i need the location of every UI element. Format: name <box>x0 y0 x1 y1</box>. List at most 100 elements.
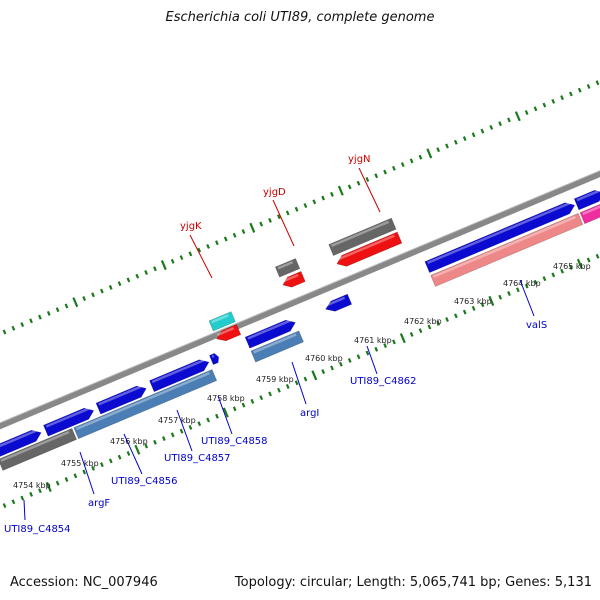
genome-title: Escherichia coli UTI89, complete genome <box>165 10 435 25</box>
inner-tick-mark <box>188 424 193 430</box>
outer-tick-mark <box>330 191 334 197</box>
inner-tick-mark <box>542 276 547 282</box>
inner-tick-mark <box>161 436 166 442</box>
outer-tick-mark <box>241 229 246 235</box>
forward-cds-block-shine <box>247 319 291 340</box>
forward-gene-block-shine <box>76 371 210 431</box>
scale-label: 4761 kbp <box>354 336 392 345</box>
inner-tick-mark <box>144 443 149 449</box>
outer-tick-mark <box>392 165 396 171</box>
outer-tick-mark <box>542 102 547 108</box>
reverse-cds-block-shine <box>282 273 299 283</box>
gene-label-leader <box>366 345 378 375</box>
inner-tick-mark <box>311 370 318 381</box>
inner-tick-mark <box>303 376 308 382</box>
inner-tick-mark <box>480 302 485 308</box>
outer-tick-mark <box>551 98 556 104</box>
outer-tick-mark <box>20 322 25 328</box>
inner-tick-mark <box>55 480 60 486</box>
gray-gene-block-shine <box>0 430 70 462</box>
inner-tick-mark <box>29 491 33 497</box>
outer-tick-mark <box>303 203 308 208</box>
outer-tick-mark <box>285 210 290 216</box>
gray-gene-block-shine <box>330 220 390 247</box>
inner-tick-mark <box>507 291 511 296</box>
inner-tick-mark <box>179 428 184 434</box>
outer-tick-mark <box>321 195 325 201</box>
outer-tick-mark <box>268 217 272 223</box>
outer-tick-mark <box>82 296 87 301</box>
outer-tick-mark <box>91 292 95 298</box>
outer-tick-mark <box>144 270 148 275</box>
outer-tick-mark <box>11 325 16 331</box>
gene-label-leader <box>189 234 213 279</box>
outer-tick-mark <box>188 251 193 257</box>
inner-tick-mark <box>100 462 104 468</box>
outer-tick-mark <box>64 303 69 309</box>
genome-backbone <box>0 134 600 466</box>
outer-tick-mark <box>383 169 387 175</box>
inner-tick-mark <box>445 317 449 322</box>
inner-tick-mark <box>560 268 564 274</box>
inner-tick-mark <box>91 465 95 471</box>
outer-tick-mark <box>462 136 467 142</box>
inner-tick-mark <box>533 279 538 285</box>
outer-tick-mark <box>170 258 175 264</box>
forward-cds-block <box>149 359 210 393</box>
inner-tick-mark <box>241 402 246 408</box>
inner-tick-mark <box>45 481 52 492</box>
outer-tick-mark <box>409 158 414 164</box>
gene-label: UTI89_C4862 <box>350 376 417 387</box>
outer-tick-mark <box>99 288 104 294</box>
forward-cds-block <box>209 353 220 366</box>
inner-tick-mark <box>126 451 131 456</box>
forward-gene-block-shine <box>253 333 297 354</box>
outer-tick-mark <box>524 110 529 115</box>
outer-tick-mark <box>160 260 167 271</box>
inner-tick-mark <box>409 331 414 337</box>
gray-gene-block <box>274 258 301 278</box>
forward-cds-block <box>43 407 95 437</box>
forward-cds-block-shine <box>427 202 571 265</box>
outer-tick-mark <box>337 185 344 196</box>
outer-tick-mark <box>249 222 256 233</box>
forward-cds-block-shine <box>45 407 90 428</box>
outer-tick-mark <box>55 307 60 313</box>
inner-tick-mark <box>498 294 503 300</box>
outer-tick-mark <box>507 117 511 123</box>
inner-tick-mark <box>595 253 600 259</box>
inner-tick-mark <box>471 305 476 311</box>
outer-tick-mark <box>29 318 33 324</box>
inner-tick-mark <box>338 361 343 367</box>
inner-tick-mark <box>488 295 495 306</box>
outer-tick-mark <box>577 87 582 93</box>
reverse-gene-block <box>430 213 584 287</box>
outer-tick-mark <box>595 80 600 86</box>
gene-label-leader <box>123 433 143 475</box>
forward-cds-block-shine <box>211 354 215 358</box>
cyan-gene-block <box>208 311 236 332</box>
outer-tick-mark <box>206 243 210 249</box>
inner-tick-mark <box>399 333 406 344</box>
outer-tick-mark <box>126 277 131 283</box>
scale-label: 4763 kbp <box>454 297 492 306</box>
inner-tick-mark <box>277 387 281 393</box>
scale-label: 4754 kbp <box>13 481 51 490</box>
outer-tick-mark <box>560 95 564 101</box>
inner-tick-mark <box>20 495 25 501</box>
inner-tick-mark <box>515 287 520 293</box>
scale-label: 4765 kbp <box>553 262 591 271</box>
gene-label-leader <box>272 199 295 247</box>
forward-cds-block-shine <box>151 359 205 384</box>
gene-label-leader <box>217 395 233 435</box>
inner-tick-mark <box>197 421 202 427</box>
outer-tick-mark <box>232 232 237 238</box>
reverse-cds-block <box>282 270 306 288</box>
inner-tick-mark <box>134 444 141 455</box>
gene-label-leader <box>176 409 193 452</box>
inner-tick-mark <box>365 350 370 356</box>
forward-cds-block <box>244 319 296 349</box>
outer-tick-mark <box>259 221 264 227</box>
outer-tick-mark <box>514 111 521 122</box>
